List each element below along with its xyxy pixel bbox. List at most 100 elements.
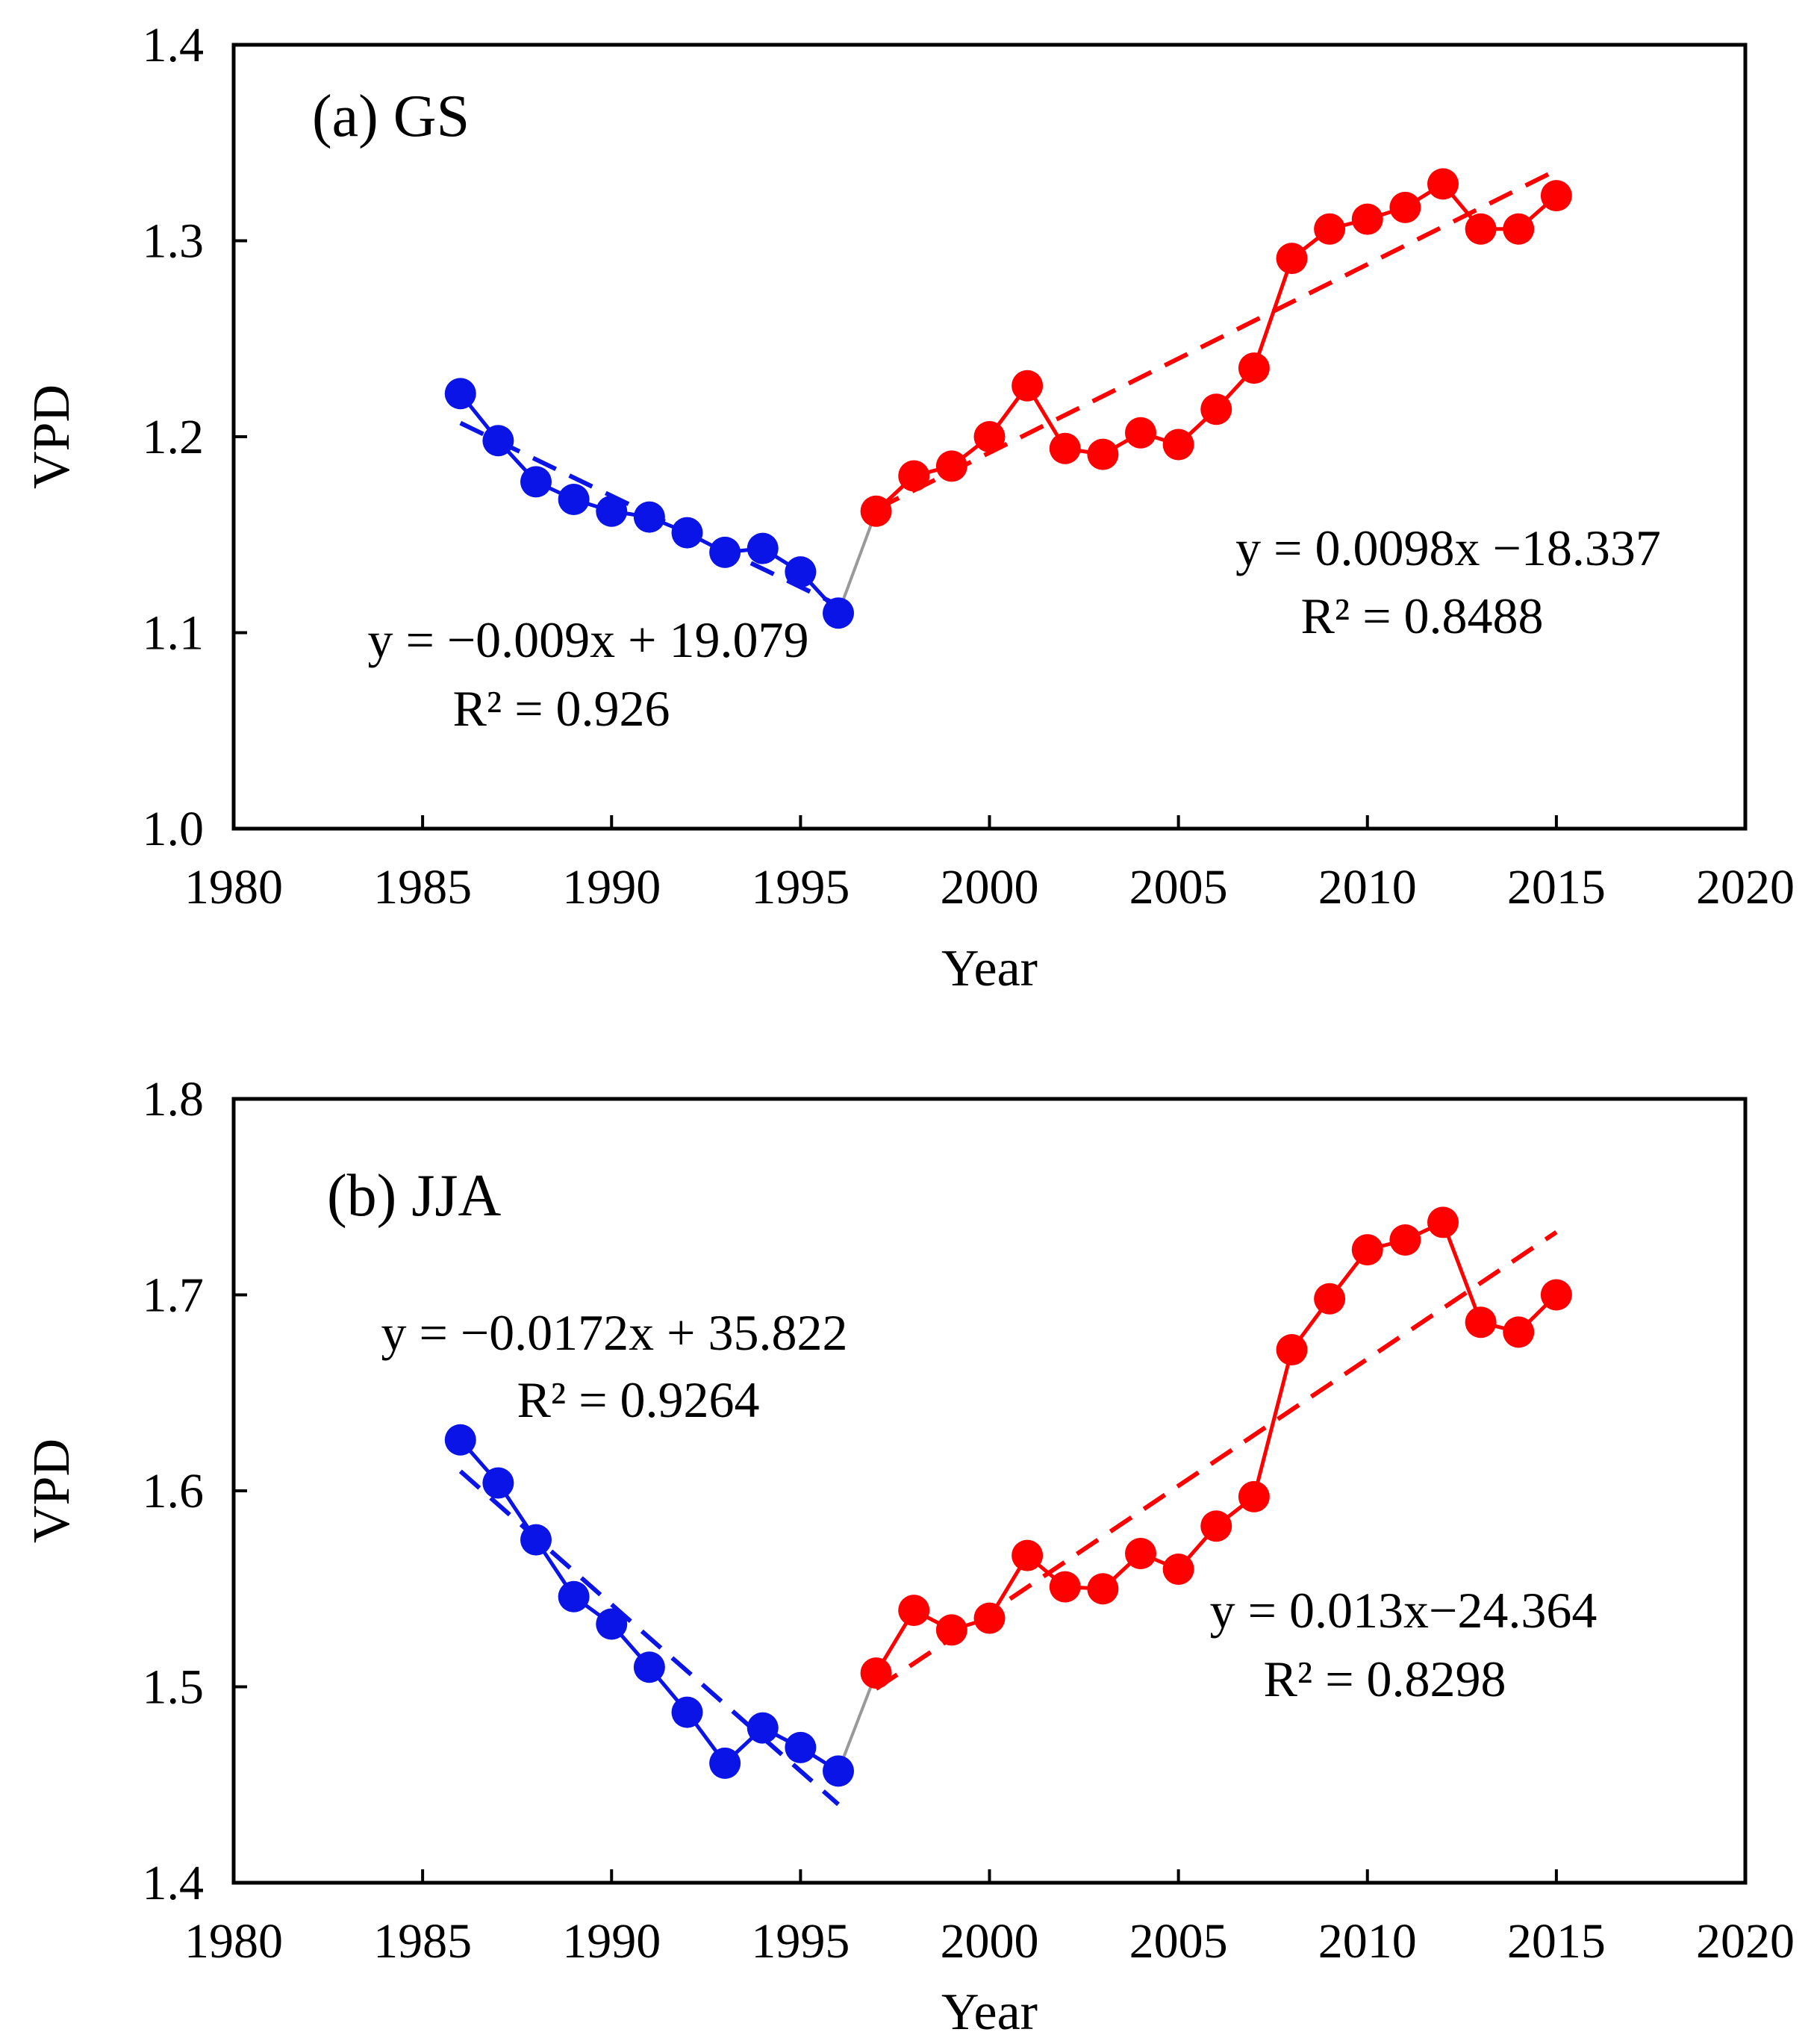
x-tick-label: 1980 bbox=[184, 860, 283, 914]
y-tick-label: 1.0 bbox=[143, 802, 205, 856]
early-data-point bbox=[444, 1424, 476, 1456]
annotation-late-r2: R² = 0.8488 bbox=[1300, 588, 1543, 644]
annotation-late-r2: R² = 0.8298 bbox=[1263, 1651, 1506, 1707]
late-data-point bbox=[1503, 213, 1535, 245]
late-data-point bbox=[973, 1602, 1006, 1634]
early-trend-line bbox=[458, 1469, 840, 1807]
x-tick-label: 1990 bbox=[562, 1914, 661, 1969]
period-connector-line bbox=[837, 511, 878, 614]
early-data-point bbox=[747, 1712, 779, 1744]
late-data-point bbox=[935, 1614, 967, 1646]
early-data-point bbox=[482, 1467, 514, 1499]
x-tick-label: 2015 bbox=[1507, 860, 1606, 914]
y-axis-title: VPD bbox=[23, 1439, 81, 1543]
late-data-point bbox=[1540, 1279, 1572, 1311]
late-data-point bbox=[1427, 168, 1459, 200]
y-tick-label: 1.8 bbox=[143, 1072, 205, 1127]
x-tick-label: 1985 bbox=[373, 860, 472, 914]
early-data-point bbox=[823, 597, 854, 629]
early-data-point bbox=[747, 532, 779, 564]
annotation-early-r2: R² = 0.926 bbox=[452, 680, 670, 737]
x-tick-label: 2000 bbox=[941, 1914, 1039, 1969]
late-data-point bbox=[1351, 203, 1383, 235]
annotation-late-equation: y = 0.0098x −18.337 bbox=[1235, 520, 1661, 576]
annotation-early-equation: y = −0.009x + 19.079 bbox=[367, 611, 808, 668]
late-data-point bbox=[1162, 429, 1194, 461]
late-data-point bbox=[1200, 1510, 1232, 1542]
late-trend-line bbox=[875, 168, 1558, 511]
x-axis-title: Year bbox=[941, 940, 1038, 997]
late-data-point bbox=[1314, 1283, 1346, 1315]
early-data-point bbox=[596, 495, 628, 527]
late-data-point bbox=[1162, 1554, 1194, 1585]
late-data-point bbox=[1012, 370, 1044, 402]
late-data-point bbox=[1389, 191, 1421, 223]
x-tick-label: 2015 bbox=[1507, 1914, 1606, 1969]
early-data-point bbox=[633, 1651, 665, 1683]
y-axis-title: VPD bbox=[23, 384, 81, 489]
early-data-point bbox=[520, 466, 552, 498]
late-data-point bbox=[1427, 1206, 1459, 1238]
x-tick-label: 1990 bbox=[562, 860, 661, 914]
x-tick-label: 2010 bbox=[1318, 1914, 1417, 1969]
x-axis-title: Year bbox=[941, 1984, 1038, 2040]
panel-title: (a) GS bbox=[312, 84, 470, 149]
annotation-early-equation: y = −0.0172x + 35.822 bbox=[381, 1304, 847, 1361]
late-data-point bbox=[1314, 213, 1346, 245]
y-tick-label: 1.7 bbox=[143, 1268, 205, 1323]
late-data-point bbox=[1238, 1480, 1270, 1512]
late-data-point bbox=[1012, 1539, 1044, 1571]
early-data-point bbox=[709, 1747, 741, 1779]
y-tick-label: 1.5 bbox=[143, 1660, 205, 1715]
early-data-point bbox=[671, 517, 703, 549]
early-data-point bbox=[785, 1731, 817, 1763]
x-tick-label: 1995 bbox=[751, 860, 850, 914]
annotation-late-equation: y = 0.013x−24.364 bbox=[1210, 1582, 1598, 1639]
x-tick-label: 2020 bbox=[1696, 860, 1795, 914]
late-data-point bbox=[973, 421, 1006, 452]
late-data-point bbox=[1540, 180, 1572, 212]
late-data-point bbox=[1276, 243, 1308, 275]
chart-panel-2: 1980 1985 1990 1995 2000 2005 2010 2015 2020 1.4 1… bbox=[23, 1072, 1795, 2041]
late-data-point bbox=[1276, 1334, 1308, 1365]
early-data-point bbox=[558, 484, 590, 515]
y-tick-label: 1.1 bbox=[143, 606, 205, 661]
y-tick-label: 1.3 bbox=[143, 214, 205, 269]
x-tick-label: 2000 bbox=[941, 860, 1039, 914]
early-data-point bbox=[823, 1755, 854, 1787]
y-tick-label: 1.2 bbox=[143, 410, 205, 464]
x-tick-label: 1985 bbox=[373, 1914, 472, 1969]
late-data-point bbox=[1503, 1316, 1535, 1348]
early-series-line bbox=[458, 1439, 840, 1773]
x-tick-label: 2010 bbox=[1318, 860, 1417, 914]
x-tick-label: 2020 bbox=[1696, 1914, 1795, 1969]
panel-title: (b) JJA bbox=[327, 1163, 502, 1229]
late-data-point bbox=[860, 1657, 892, 1689]
late-data-point bbox=[1125, 1538, 1156, 1569]
early-data-point bbox=[444, 378, 476, 410]
late-data-point bbox=[1087, 1573, 1119, 1605]
late-series-line bbox=[874, 181, 1558, 513]
early-data-point bbox=[482, 425, 514, 457]
period-connector-line bbox=[837, 1672, 878, 1772]
late-data-point bbox=[898, 1595, 930, 1627]
x-tick-label: 2005 bbox=[1129, 1914, 1228, 1969]
early-data-point bbox=[520, 1524, 552, 1556]
early-data-point bbox=[596, 1608, 628, 1640]
early-data-point bbox=[671, 1696, 703, 1728]
late-data-point bbox=[1351, 1234, 1383, 1266]
x-tick-label: 1995 bbox=[751, 1914, 850, 1969]
late-data-point bbox=[898, 460, 930, 492]
y-tick-label: 1.6 bbox=[143, 1464, 205, 1518]
x-tick-label: 1980 bbox=[184, 1914, 283, 1969]
late-data-point bbox=[1125, 417, 1156, 449]
late-data-point bbox=[1389, 1224, 1421, 1256]
late-data-point bbox=[1200, 393, 1232, 426]
late-data-point bbox=[1049, 1571, 1081, 1603]
late-data-point bbox=[1238, 352, 1270, 384]
y-tick-label: 1.4 bbox=[143, 18, 205, 72]
late-data-point bbox=[1465, 213, 1497, 245]
late-data-point bbox=[1087, 438, 1119, 470]
